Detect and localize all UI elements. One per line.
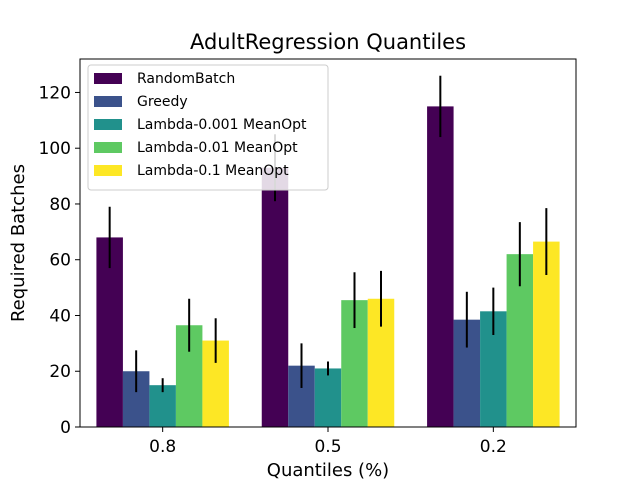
legend-label: Lambda-0.001 MeanOpt	[137, 117, 307, 133]
y-tick-label: 20	[49, 362, 71, 382]
x-axis-label: Quantiles (%)	[267, 460, 389, 480]
legend-swatch	[94, 73, 122, 84]
legend-label: Lambda-0.1 MeanOpt	[137, 163, 289, 179]
legend: RandomBatch Greedy Lambda-0.001 MeanOpt Lam…	[87, 64, 329, 191]
plot-area	[96, 75, 560, 428]
bar	[261, 167, 289, 427]
x-tick-label: 0.5	[314, 437, 341, 457]
legend-label: RandomBatch	[137, 71, 235, 87]
legend-swatch	[94, 96, 122, 107]
y-tick-label: 60	[49, 251, 71, 271]
x-tick-label: 0.2	[480, 437, 507, 457]
legend-swatch	[94, 119, 122, 130]
bar	[314, 368, 342, 427]
legend-label: Lambda-0.01 MeanOpt	[137, 140, 298, 156]
y-tick-label: 40	[49, 306, 71, 326]
bar	[427, 106, 454, 428]
y-tick-label: 80	[49, 195, 71, 215]
y-axis-label: Required Batches	[8, 164, 29, 322]
legend-box	[87, 64, 329, 191]
axes: 0 20 40 60 80 100 120 0.8 0.5 0.2	[39, 58, 577, 457]
y-tick-label: 0	[60, 418, 71, 438]
y-tick-label: 120	[39, 83, 71, 103]
x-tick-label: 0.8	[149, 437, 176, 457]
legend-swatch	[94, 165, 122, 176]
legend-label: Greedy	[137, 94, 188, 110]
y-tick-label: 100	[39, 139, 71, 159]
legend-swatch	[94, 142, 122, 153]
bar	[96, 237, 123, 427]
chart-title: AdultRegression Quantiles	[190, 30, 466, 54]
